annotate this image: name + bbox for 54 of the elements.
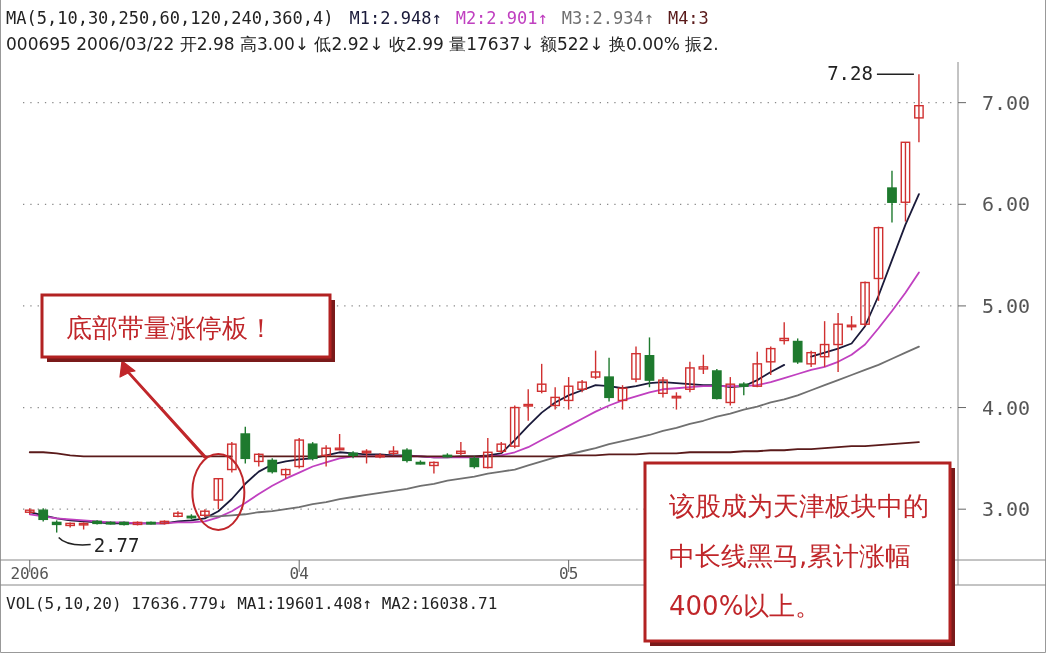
candlestick [752, 350, 763, 388]
chart-title: MA(5,10,30,250,60,120,240,360,4) [6, 8, 334, 28]
candlestick [685, 361, 695, 394]
x-tick-label: 05 [559, 564, 579, 583]
candlestick [900, 141, 911, 223]
candlestick [873, 225, 884, 302]
text: VOL(5,10,20) 17636.779↓ MA1:19601.408↑ MA2:16038.71 [6, 594, 498, 613]
y-tick-label: 4.00 [981, 395, 1031, 420]
y-tick-label: 7.00 [981, 90, 1031, 115]
text: M3:2.934↑ [561, 8, 654, 28]
annotation: 7.28 [827, 62, 873, 85]
candlestick [482, 437, 493, 470]
candlestick [698, 354, 709, 375]
candlestick [792, 337, 803, 365]
y-tick-label: 3.00 [981, 497, 1031, 522]
candlestick [590, 349, 601, 380]
candlestick [577, 379, 587, 394]
candlestick [658, 376, 668, 399]
candlestick [509, 404, 520, 449]
candlestick [550, 386, 561, 411]
candlestick [200, 508, 210, 519]
annotation: 该股成为天津板块中的中长线黑马,累计涨幅400%以上。 [669, 491, 929, 621]
text: M4:3 [667, 8, 709, 28]
y-tick-label: 6.00 [981, 192, 1031, 217]
candlestick [887, 170, 897, 224]
annotation: 2.77 [93, 533, 140, 556]
candlestick [765, 345, 776, 376]
candlestick [429, 460, 439, 475]
candlestick [806, 349, 817, 368]
candlestick [321, 444, 332, 468]
text: M1:2.948↑ [349, 8, 442, 28]
candlestick [563, 376, 574, 411]
candlestick [819, 320, 830, 368]
candlestick [631, 345, 641, 383]
y-tick-label: 5.00 [981, 293, 1031, 318]
candlestick [226, 441, 237, 474]
candlestick [860, 280, 870, 327]
candlestick [833, 312, 843, 373]
text: M2:2.901↑ [455, 8, 548, 28]
candlestick [604, 357, 614, 403]
candlestick [294, 437, 305, 470]
candlestick [914, 73, 924, 143]
candlestick [307, 441, 318, 462]
chart-subtitle: 000695 2006/03/22 开2.98 高3.00↓ 低2.92↓ 收2.99 量17637↓ 额522↓ 换0.00% 振2. [6, 34, 719, 54]
candlestick [779, 321, 790, 346]
x-tick-label: 2006 [10, 564, 49, 583]
candlestick [536, 363, 547, 395]
annotation: 底部带量涨停板！ [66, 313, 274, 343]
candlestick [213, 477, 224, 510]
candlestick [725, 376, 736, 407]
candlestick [617, 384, 628, 411]
candlestick [523, 388, 534, 422]
candlestick [455, 441, 466, 457]
x-tick-label: 04 [289, 564, 309, 583]
